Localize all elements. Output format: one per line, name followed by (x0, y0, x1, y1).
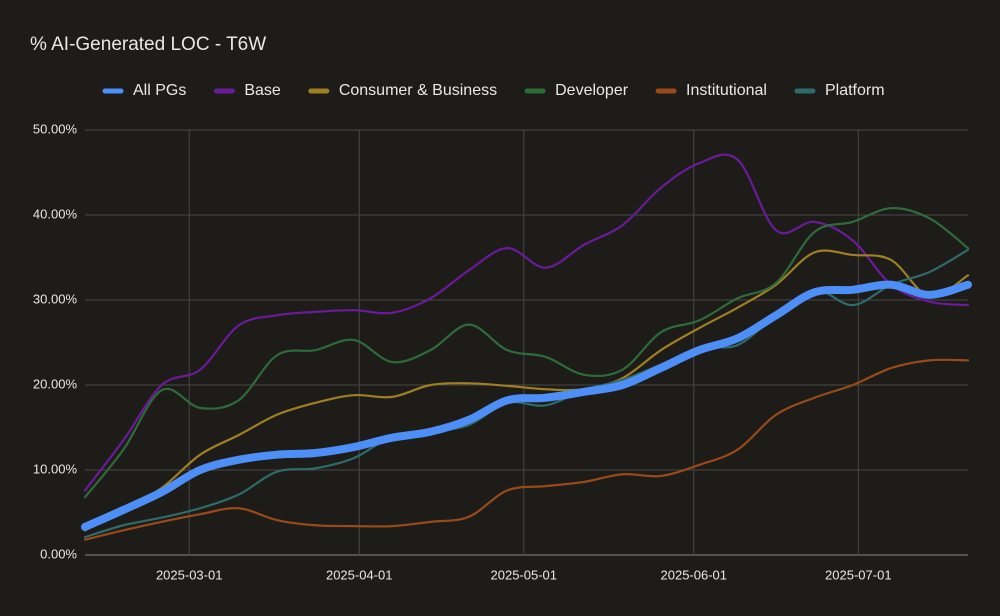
lines (81, 153, 972, 541)
y-tick-label: 20.00% (33, 376, 78, 391)
legend-label: Base (244, 82, 281, 99)
legend-label: All PGs (133, 82, 186, 99)
chart-title: % AI-Generated LOC - T6W (30, 34, 266, 55)
x-tick-label: 2025-04-01 (326, 567, 393, 582)
y-tick-label: 0.00% (40, 546, 77, 561)
series-line (81, 280, 972, 531)
series-line (83, 207, 970, 499)
x-tick-label: 2025-03-01 (156, 567, 223, 582)
legend-label: Platform (825, 82, 885, 99)
x-tick-label: 2025-06-01 (661, 567, 728, 582)
y-tick-label: 10.00% (33, 461, 78, 476)
series-line (83, 358, 970, 541)
x-tick-label: 2025-07-01 (825, 567, 892, 582)
grid: 0.00% 10.00% 20.00% 30.00% 40.00% 50.00% 2025-… (33, 121, 968, 582)
x-tick-label: 2025-05-01 (491, 567, 558, 582)
series-line (83, 249, 970, 532)
y-tick-label: 40.00% (33, 206, 78, 221)
y-tick-label: 50.00% (33, 121, 78, 136)
legend-label: Developer (555, 82, 629, 99)
legend-label: Institutional (686, 82, 767, 99)
series-line (83, 153, 970, 492)
legend: All PGs Base Consumer & Business Developer I… (102, 82, 885, 99)
legend-label: Consumer & Business (339, 82, 497, 99)
y-tick-label: 30.00% (33, 291, 78, 306)
